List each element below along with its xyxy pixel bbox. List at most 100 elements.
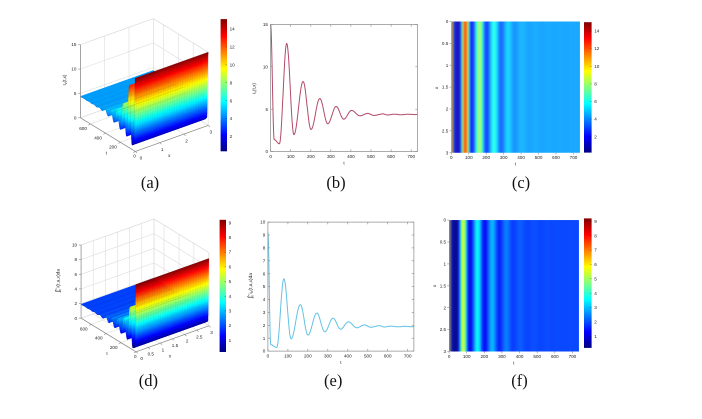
svg-text:500: 500 [533, 354, 541, 359]
svg-text:0: 0 [450, 155, 453, 160]
svg-text:14: 14 [230, 27, 236, 32]
svg-text:x: x [432, 284, 437, 287]
svg-text:x: x [168, 153, 171, 158]
svg-text:t: t [106, 351, 108, 356]
svg-text:2: 2 [446, 107, 449, 112]
svg-text:(f): (f) [511, 371, 527, 390]
svg-text:300: 300 [327, 154, 335, 159]
svg-text:600: 600 [384, 354, 392, 359]
svg-text:2: 2 [185, 138, 188, 143]
svg-text:0.5: 0.5 [148, 352, 155, 357]
svg-text:4: 4 [230, 116, 233, 121]
svg-text:700: 700 [404, 354, 412, 359]
svg-text:0.5: 0.5 [440, 240, 447, 245]
svg-text:700: 700 [569, 354, 577, 359]
svg-text:6: 6 [75, 272, 78, 277]
svg-text:1: 1 [229, 338, 232, 343]
svg-text:1: 1 [263, 336, 266, 341]
svg-text:6: 6 [594, 99, 597, 104]
svg-text:t: t [513, 361, 515, 366]
svg-text:700: 700 [407, 154, 415, 159]
svg-text:15: 15 [71, 42, 77, 47]
svg-text:8: 8 [594, 82, 597, 87]
svg-text:12: 12 [594, 46, 600, 51]
svg-text:1.5: 1.5 [442, 85, 449, 90]
svg-text:2: 2 [594, 320, 597, 325]
svg-text:x: x [169, 353, 172, 358]
svg-text:3: 3 [263, 310, 266, 315]
svg-text:1: 1 [162, 347, 165, 352]
svg-text:0: 0 [444, 218, 447, 223]
svg-text:400: 400 [94, 135, 102, 140]
svg-text:400: 400 [347, 154, 355, 159]
svg-text:4: 4 [263, 297, 266, 302]
svg-text:400: 400 [344, 354, 352, 359]
svg-text:600: 600 [79, 126, 87, 131]
svg-text:(a): (a) [141, 173, 159, 192]
svg-text:400: 400 [516, 354, 524, 359]
svg-text:6: 6 [263, 271, 266, 276]
svg-text:8: 8 [594, 233, 597, 238]
svg-text:t: t [515, 162, 517, 167]
svg-text:10: 10 [71, 67, 77, 72]
svg-text:7: 7 [229, 250, 232, 255]
svg-text:6: 6 [230, 98, 233, 103]
svg-text:0: 0 [74, 115, 77, 120]
svg-text:8: 8 [229, 235, 232, 240]
svg-text:0: 0 [265, 149, 268, 154]
svg-text:4: 4 [75, 287, 78, 292]
svg-text:8: 8 [230, 80, 233, 85]
svg-text:600: 600 [552, 155, 560, 160]
svg-text:600: 600 [387, 154, 395, 159]
svg-text:3: 3 [210, 130, 213, 135]
svg-text:3: 3 [594, 305, 597, 310]
svg-text:0: 0 [75, 316, 78, 321]
svg-text:2: 2 [186, 339, 189, 344]
svg-text:200: 200 [304, 354, 312, 359]
svg-text:2: 2 [229, 323, 232, 328]
svg-text:600: 600 [551, 354, 559, 359]
svg-text:400: 400 [517, 155, 525, 160]
svg-text:0: 0 [140, 356, 143, 361]
svg-text:5: 5 [594, 276, 597, 281]
svg-text:14: 14 [594, 29, 600, 34]
svg-text:2.5: 2.5 [442, 128, 449, 133]
svg-text:300: 300 [500, 155, 508, 160]
svg-text:x: x [434, 86, 439, 89]
svg-text:2.5: 2.5 [196, 334, 203, 339]
svg-text:0.5: 0.5 [442, 41, 449, 46]
svg-text:200: 200 [482, 155, 490, 160]
svg-text:2: 2 [444, 305, 447, 310]
svg-text:7: 7 [263, 258, 266, 263]
svg-text:∫∞0 i(t,a,x)da: ∫∞0 i(t,a,x)da [54, 269, 62, 293]
svg-text:10: 10 [260, 220, 266, 225]
svg-text:∫∞0 ib(t,a,x)da: ∫∞0 ib(t,a,x)da [247, 273, 255, 299]
svg-text:0: 0 [134, 354, 137, 359]
svg-text:300: 300 [498, 354, 506, 359]
svg-text:5: 5 [263, 284, 266, 289]
svg-text:(c): (c) [512, 173, 530, 192]
svg-text:100: 100 [284, 354, 292, 359]
svg-text:t: t [106, 150, 108, 155]
svg-text:6: 6 [229, 264, 232, 269]
svg-text:(d): (d) [139, 371, 158, 390]
svg-text:1: 1 [446, 63, 449, 68]
svg-text:5: 5 [229, 279, 232, 284]
svg-text:t: t [340, 360, 342, 365]
svg-text:9: 9 [263, 233, 266, 238]
svg-text:0: 0 [267, 354, 270, 359]
svg-text:4: 4 [594, 117, 597, 122]
svg-text:3: 3 [444, 349, 447, 354]
svg-text:4: 4 [594, 291, 597, 296]
svg-text:100: 100 [287, 154, 295, 159]
svg-text:2: 2 [263, 323, 266, 328]
svg-text:1: 1 [161, 147, 164, 152]
svg-text:0: 0 [448, 354, 451, 359]
svg-text:6: 6 [594, 262, 597, 267]
svg-text:500: 500 [367, 154, 375, 159]
svg-text:200: 200 [307, 154, 315, 159]
svg-text:8: 8 [75, 257, 78, 262]
svg-text:4: 4 [229, 294, 232, 299]
svg-text:500: 500 [364, 354, 372, 359]
svg-text:0: 0 [269, 154, 272, 159]
